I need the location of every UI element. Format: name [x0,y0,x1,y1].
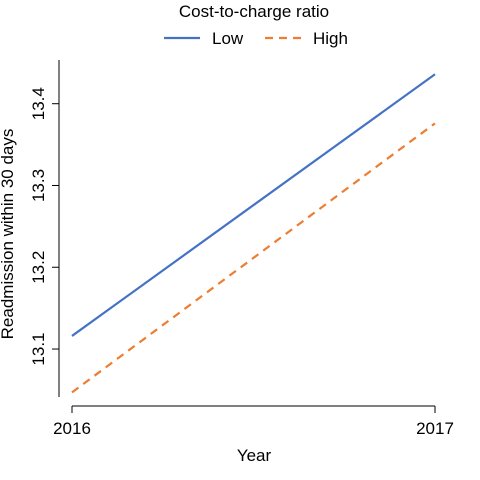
x-tick-label: 2017 [416,419,454,438]
x-tick-label: 2016 [53,419,91,438]
y-tick-label: 13.1 [29,332,48,365]
series-line-low [71,73,436,337]
y-tick-label: 13.2 [29,251,48,284]
series-group [71,73,436,394]
legend-label-low: Low [212,29,244,48]
legend-label-high: High [313,29,348,48]
y-axis-label: Readmission within 30 days [0,129,17,340]
y-tick-label: 13.4 [29,87,48,120]
y-axis: 13.1 13.2 13.3 13.4 Readmission within 30 d… [0,60,60,397]
x-axis-label: Year [237,446,272,465]
legend: Cost-to-charge ratio Low High [164,2,348,48]
y-tick-label: 13.3 [29,169,48,202]
x-axis: 2016 2017 Year [53,405,454,465]
series-line-high [71,122,436,394]
legend-title: Cost-to-charge ratio [179,2,329,21]
